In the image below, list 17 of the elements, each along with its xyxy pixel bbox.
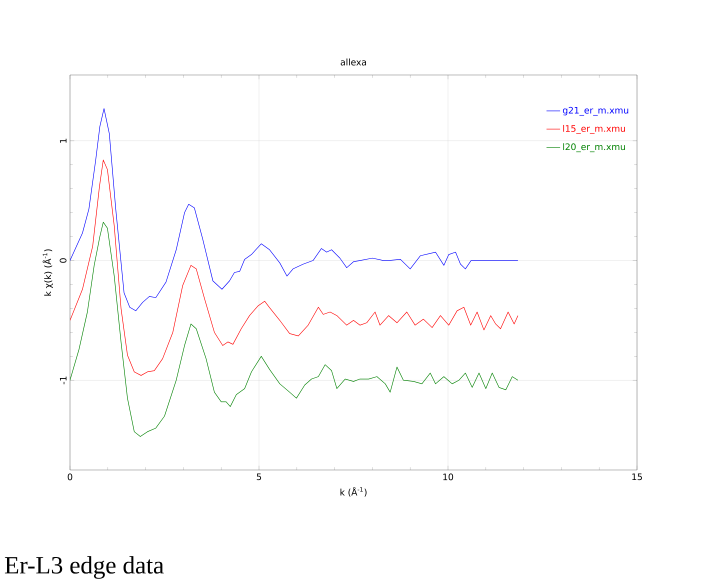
line-series [70, 108, 518, 312]
x-tick-label: 0 [68, 474, 72, 480]
legend-label: l15_er_m.xmu [563, 124, 625, 134]
legend-label: l20_er_m.xmu [563, 143, 625, 152]
text: Er-L3 edge data [4, 556, 164, 579]
y-tick-label: 1 [60, 138, 66, 143]
line-series [70, 160, 518, 376]
x-tick-label: 10 [443, 474, 454, 480]
x-tick-label: 15 [632, 474, 642, 480]
y-tick-label: 0 [60, 258, 66, 263]
x-tick-label: 5 [256, 474, 262, 480]
legend-label: g21_er_m.xmu [562, 106, 628, 116]
y-axis-title: k χ(k) (Å$^{-1}$) [42, 249, 53, 296]
y-tick-label: -1 [60, 376, 66, 384]
x-axis-title: k (Å$^{-1}$) [340, 487, 367, 497]
line-series [70, 222, 518, 437]
chart-title: allexa [340, 58, 366, 66]
